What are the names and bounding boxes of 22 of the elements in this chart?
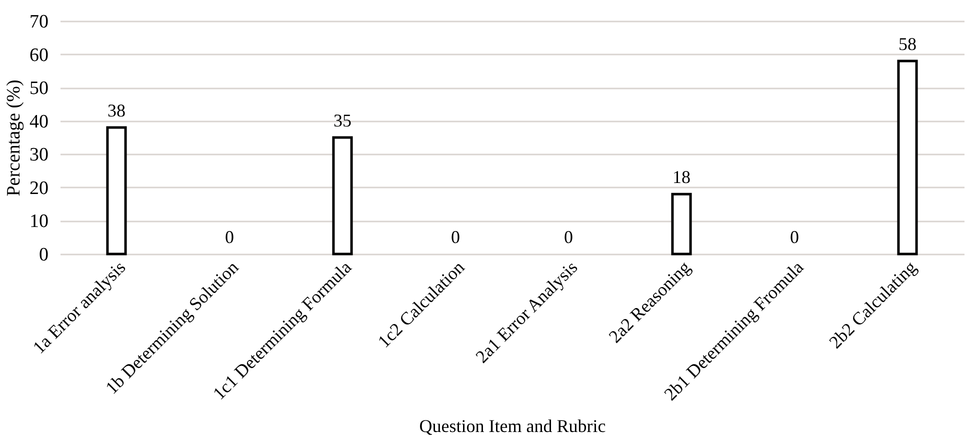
data-label: 0 [225, 227, 234, 247]
y-tick-label: 30 [30, 144, 48, 166]
bar [897, 60, 918, 256]
bar [671, 192, 692, 256]
data-label: 18 [672, 167, 690, 188]
y-tick-label: 10 [30, 211, 48, 232]
data-label: 58 [898, 34, 916, 54]
data-label: 0 [790, 227, 799, 247]
data-label: 0 [564, 227, 573, 247]
data-label: 38 [108, 100, 126, 121]
y-tick-label: 0 [39, 244, 48, 266]
data-label: 0 [451, 227, 460, 247]
y-tick-label: 50 [30, 78, 48, 100]
y-tick-label: 70 [30, 12, 48, 32]
y-tick-label: 60 [30, 44, 48, 66]
y-axis-title: Percentage (%) [4, 80, 24, 196]
y-tick-label: 40 [30, 111, 48, 132]
x-axis-title: Question Item and Rubric [419, 416, 606, 436]
bar [106, 126, 127, 256]
y-tick-label: 20 [30, 178, 48, 199]
bar [332, 136, 353, 256]
data-label: 35 [334, 110, 352, 130]
